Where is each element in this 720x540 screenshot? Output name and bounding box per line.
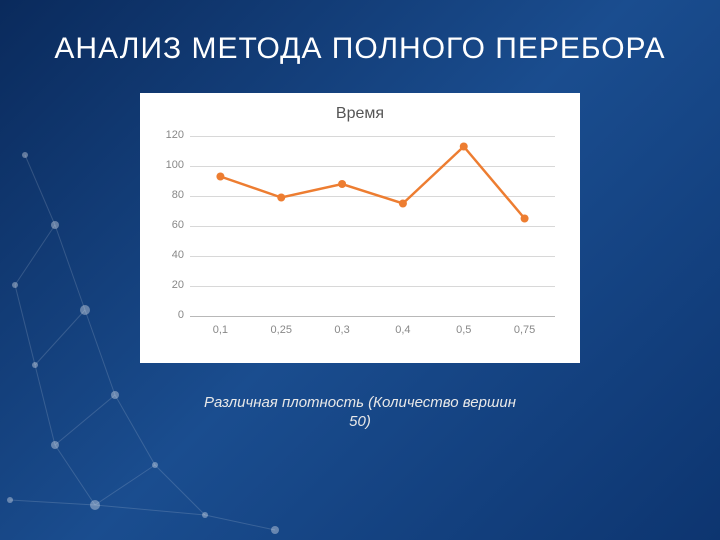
slide-title: АНАЛИЗ МЕТОДА ПОЛНОГО ПЕРЕБОРА [54,30,665,68]
chart-marker [338,180,346,188]
caption-line-1: Различная плотность (Количество вершин [204,394,516,411]
chart-plot-area: 0204060801001200,10,250,30,40,50,75 [155,131,565,351]
chart-line-svg [155,131,565,326]
chart-caption: Различная плотность (Количество вершин 5… [204,393,516,432]
chart-marker [521,214,529,222]
chart-marker [216,172,224,180]
slide-container: АНАЛИЗ МЕТОДА ПОЛНОГО ПЕРЕБОРА Время 020… [0,0,720,540]
chart-marker [399,199,407,207]
chart-marker [460,142,468,150]
chart-container: Время 0204060801001200,10,250,30,40,50,7… [140,93,580,363]
chart-series-line [220,146,524,218]
chart-title: Время [155,105,565,123]
chart-marker [277,193,285,201]
caption-line-2: 50) [349,413,371,430]
